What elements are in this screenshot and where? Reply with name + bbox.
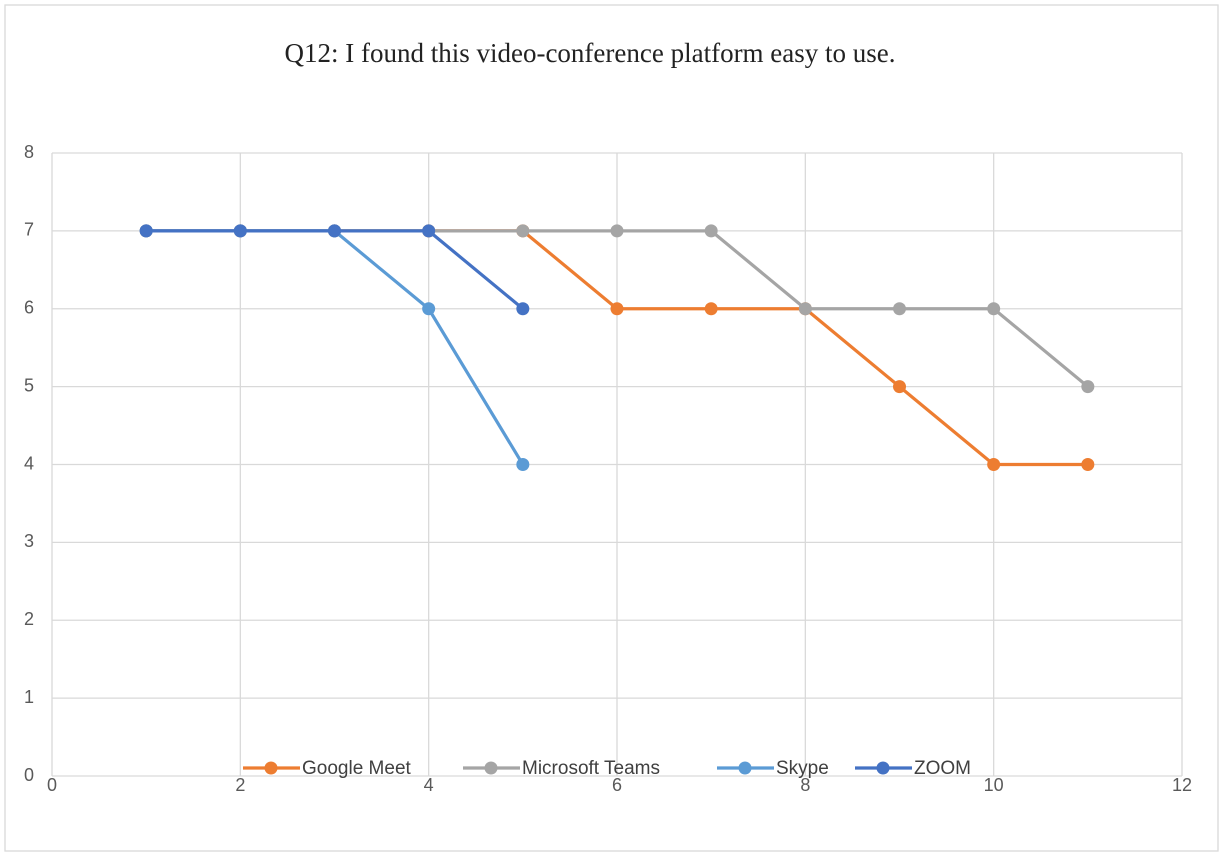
data-point (328, 224, 341, 238)
x-tick-label: 2 (235, 775, 245, 795)
legend-marker (738, 761, 752, 775)
x-tick-label: 0 (47, 775, 57, 795)
x-tick-label: 8 (800, 775, 810, 795)
legend-label: Skype (776, 758, 829, 779)
data-point (1081, 458, 1095, 471)
y-tick-label: 3 (24, 531, 34, 551)
data-point (516, 458, 530, 471)
data-point (704, 224, 718, 238)
x-tick-label: 12 (1172, 775, 1192, 795)
legend-label: ZOOM (914, 758, 971, 779)
data-point (798, 302, 812, 316)
data-point (987, 302, 1001, 316)
data-point (516, 302, 530, 316)
y-tick-label: 8 (24, 142, 34, 162)
y-tick-label: 4 (24, 453, 34, 473)
legend-marker (484, 761, 498, 775)
x-tick-label: 4 (424, 775, 434, 795)
legend-marker (876, 761, 890, 775)
data-point (422, 224, 436, 238)
y-tick-label: 2 (24, 609, 34, 629)
data-point (1081, 380, 1095, 394)
data-point (139, 224, 153, 238)
legend-label: Microsoft Teams (522, 758, 660, 779)
data-point (233, 224, 247, 238)
data-point (610, 302, 624, 316)
data-point (987, 458, 1001, 471)
chart-border (4, 4, 1219, 852)
x-tick-label: 10 (984, 775, 1004, 795)
y-tick-label: 6 (24, 298, 34, 318)
y-tick-label: 7 (24, 220, 34, 240)
data-point (516, 224, 530, 238)
grid (51, 152, 1183, 777)
y-tick-label: 5 (24, 375, 34, 395)
y-tick-label: 0 (24, 765, 34, 785)
data-point (893, 380, 906, 394)
data-point (893, 302, 906, 316)
data-point (610, 224, 624, 238)
data-point (704, 302, 718, 316)
y-tick-label: 1 (24, 687, 34, 707)
legend-label: Google Meet (302, 758, 412, 779)
x-tick-label: 6 (612, 775, 622, 795)
plot (139, 224, 1095, 471)
data-point (422, 302, 436, 316)
chart-title: Q12: I found this video-conference platf… (284, 38, 895, 68)
legend-marker (264, 761, 278, 775)
